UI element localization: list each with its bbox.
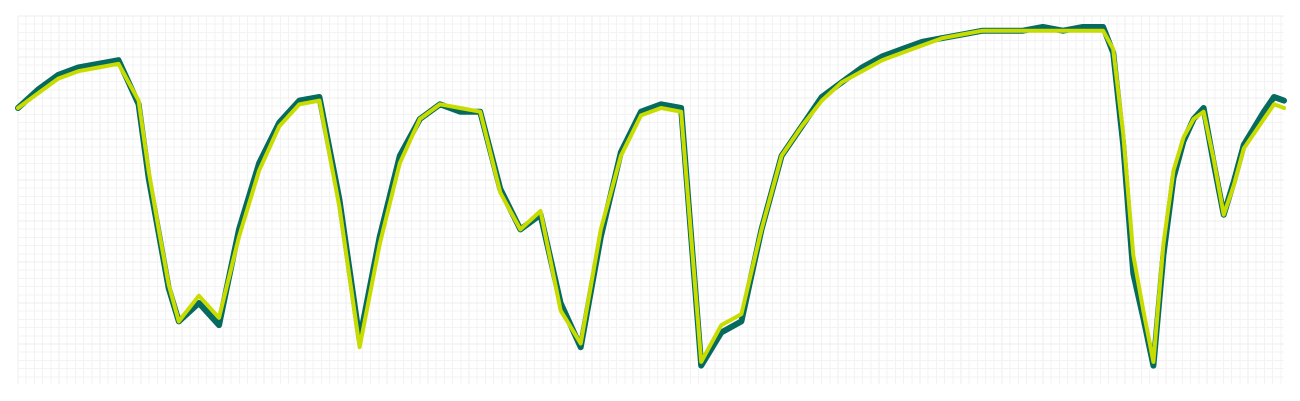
series-line-2 bbox=[16, 28, 1286, 364]
series-group bbox=[15, 24, 1287, 369]
grid bbox=[17, 15, 1284, 384]
